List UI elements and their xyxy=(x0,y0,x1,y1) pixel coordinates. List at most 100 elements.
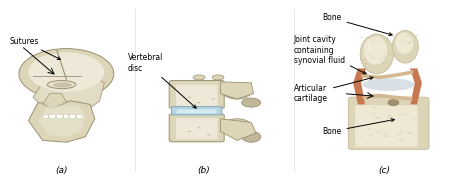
Text: Sutures: Sutures xyxy=(9,37,61,59)
Polygon shape xyxy=(410,68,422,104)
Ellipse shape xyxy=(366,45,369,46)
Ellipse shape xyxy=(362,134,365,135)
Ellipse shape xyxy=(19,49,114,99)
Ellipse shape xyxy=(364,36,387,65)
Polygon shape xyxy=(361,70,413,79)
Ellipse shape xyxy=(362,128,365,129)
Polygon shape xyxy=(43,94,66,108)
FancyBboxPatch shape xyxy=(169,114,224,142)
Ellipse shape xyxy=(360,106,364,107)
Polygon shape xyxy=(363,94,412,101)
Ellipse shape xyxy=(363,78,415,91)
Ellipse shape xyxy=(381,45,383,46)
Ellipse shape xyxy=(377,133,381,134)
Text: Vertebral
disc: Vertebral disc xyxy=(128,53,196,108)
FancyBboxPatch shape xyxy=(177,109,217,113)
Ellipse shape xyxy=(415,30,418,31)
Ellipse shape xyxy=(364,46,367,47)
Ellipse shape xyxy=(197,102,201,103)
Ellipse shape xyxy=(404,39,407,40)
Polygon shape xyxy=(220,82,254,99)
Ellipse shape xyxy=(374,109,378,110)
Ellipse shape xyxy=(374,135,378,136)
Ellipse shape xyxy=(410,27,413,28)
Ellipse shape xyxy=(395,29,398,30)
Ellipse shape xyxy=(53,82,72,87)
Ellipse shape xyxy=(374,36,377,37)
Ellipse shape xyxy=(378,139,382,140)
Ellipse shape xyxy=(242,98,261,107)
Polygon shape xyxy=(38,106,85,137)
Ellipse shape xyxy=(242,131,261,142)
Ellipse shape xyxy=(374,49,376,50)
FancyBboxPatch shape xyxy=(355,105,418,147)
Ellipse shape xyxy=(359,140,363,141)
Text: (a): (a) xyxy=(55,166,68,175)
Bar xyxy=(43,114,48,118)
Ellipse shape xyxy=(374,49,377,50)
Ellipse shape xyxy=(375,138,379,139)
Ellipse shape xyxy=(197,127,201,128)
Ellipse shape xyxy=(223,85,251,99)
Ellipse shape xyxy=(381,55,383,56)
Ellipse shape xyxy=(365,52,367,53)
Ellipse shape xyxy=(360,34,393,74)
Bar xyxy=(69,114,75,118)
Text: Bone: Bone xyxy=(322,119,394,136)
Ellipse shape xyxy=(392,31,418,63)
Text: Joint cavity
containing
synovial fluid: Joint cavity containing synovial fluid xyxy=(294,35,366,74)
Polygon shape xyxy=(28,101,95,142)
Ellipse shape xyxy=(193,75,205,80)
Ellipse shape xyxy=(188,97,191,98)
Polygon shape xyxy=(33,76,104,115)
Ellipse shape xyxy=(188,131,191,132)
Ellipse shape xyxy=(400,39,403,40)
Ellipse shape xyxy=(402,32,405,33)
Ellipse shape xyxy=(387,53,390,54)
Ellipse shape xyxy=(376,56,379,57)
Text: (c): (c) xyxy=(378,166,390,175)
Ellipse shape xyxy=(407,114,410,115)
Ellipse shape xyxy=(410,137,414,138)
FancyBboxPatch shape xyxy=(176,118,218,139)
Text: Bone: Bone xyxy=(322,14,392,36)
FancyBboxPatch shape xyxy=(348,97,429,149)
Ellipse shape xyxy=(380,52,383,53)
Ellipse shape xyxy=(403,134,407,135)
Ellipse shape xyxy=(369,59,372,60)
Text: Articular
cartilage: Articular cartilage xyxy=(294,77,373,103)
Ellipse shape xyxy=(415,110,419,111)
Ellipse shape xyxy=(412,30,415,31)
Ellipse shape xyxy=(392,27,395,28)
Bar xyxy=(56,114,62,118)
Ellipse shape xyxy=(413,36,416,37)
Ellipse shape xyxy=(402,41,405,42)
Ellipse shape xyxy=(360,123,364,124)
Bar xyxy=(63,114,68,118)
Ellipse shape xyxy=(415,114,419,115)
Text: (b): (b) xyxy=(198,166,210,175)
Ellipse shape xyxy=(375,62,378,63)
Ellipse shape xyxy=(408,135,411,136)
Ellipse shape xyxy=(387,62,390,63)
Ellipse shape xyxy=(207,134,210,136)
Ellipse shape xyxy=(413,134,417,135)
FancyBboxPatch shape xyxy=(169,80,224,109)
Ellipse shape xyxy=(390,64,393,65)
Ellipse shape xyxy=(360,110,364,111)
Ellipse shape xyxy=(364,54,366,55)
Polygon shape xyxy=(353,68,366,104)
Ellipse shape xyxy=(410,38,413,39)
Polygon shape xyxy=(220,119,256,140)
FancyBboxPatch shape xyxy=(172,107,222,115)
Ellipse shape xyxy=(381,54,383,55)
Ellipse shape xyxy=(394,38,397,39)
Ellipse shape xyxy=(392,125,396,126)
Ellipse shape xyxy=(372,47,375,48)
Ellipse shape xyxy=(377,42,380,43)
Ellipse shape xyxy=(211,98,215,100)
Polygon shape xyxy=(33,76,104,115)
FancyBboxPatch shape xyxy=(176,85,218,106)
Ellipse shape xyxy=(28,52,104,92)
Bar xyxy=(76,114,82,118)
